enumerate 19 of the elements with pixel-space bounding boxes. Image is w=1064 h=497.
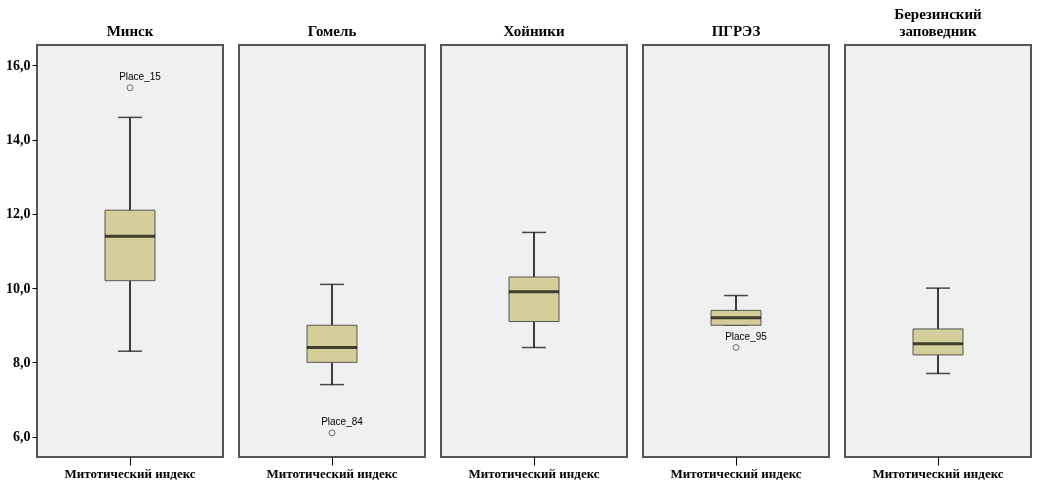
chart-title: Гомель bbox=[307, 23, 357, 39]
x-tick-label: Митотический индекс bbox=[64, 465, 196, 481]
chart-title: Минск bbox=[106, 23, 154, 39]
chart-title: ПГРЭЗ bbox=[711, 23, 761, 39]
y-tick-label: 10,0 bbox=[6, 280, 31, 296]
annotation: Place_95 bbox=[725, 330, 768, 342]
x-tick-label: Митотический индекс bbox=[872, 465, 1004, 481]
chart-title: Хойники bbox=[503, 23, 565, 39]
y-tick-label: 12,0 bbox=[6, 206, 31, 222]
annotation: Place_15 bbox=[119, 70, 162, 82]
x-tick-label: Митотический индекс bbox=[266, 465, 398, 481]
annotation: Place_84 bbox=[321, 415, 364, 427]
y-tick-label: 16,0 bbox=[6, 57, 31, 73]
y-tick-label: 8,0 bbox=[13, 354, 31, 370]
y-tick-label: 6,0 bbox=[13, 429, 31, 445]
x-tick-label: Митотический индекс bbox=[468, 465, 600, 481]
x-tick-label: Митотический индекс bbox=[670, 465, 802, 481]
y-tick-label: 14,0 bbox=[6, 132, 31, 148]
chart-title: Березинский заповедник bbox=[894, 6, 983, 39]
